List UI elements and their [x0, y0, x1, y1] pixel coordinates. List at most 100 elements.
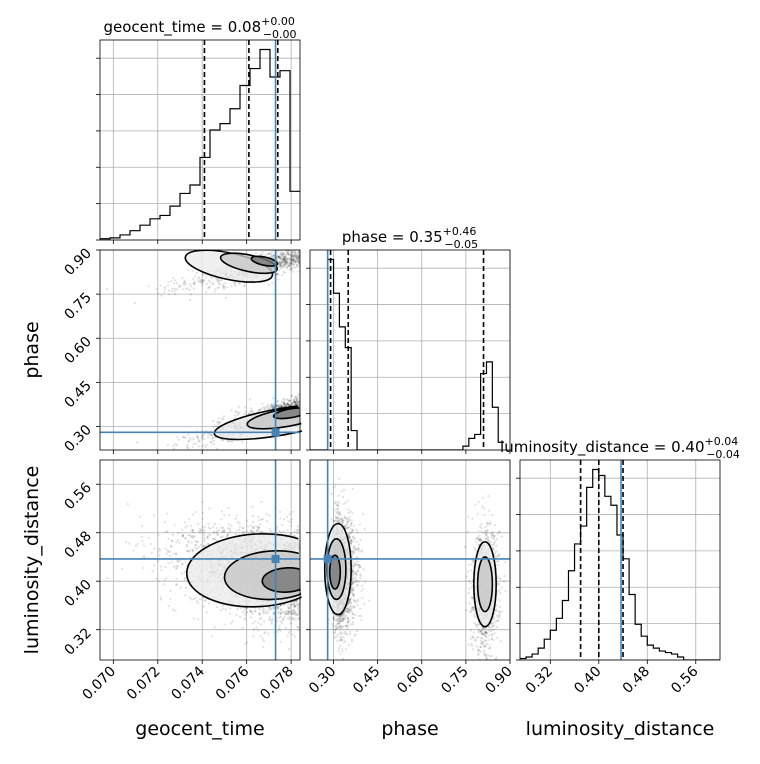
x-tick-label: 0.40 [571, 664, 604, 697]
sample-point [297, 252, 299, 254]
sample-point [160, 596, 162, 598]
sample-point [255, 626, 257, 628]
sample-point [214, 626, 216, 628]
sample-point [218, 422, 220, 424]
sample-point [291, 610, 293, 612]
sample-point [164, 547, 166, 549]
sample-point [259, 523, 261, 525]
sample-point [156, 578, 158, 580]
sample-point [165, 577, 167, 579]
sample-point [217, 287, 219, 289]
sample-point [193, 287, 195, 289]
sample-point [255, 252, 257, 254]
sample-point [172, 609, 174, 611]
sample-point [283, 258, 285, 260]
sample-point [242, 532, 244, 534]
sample-point [200, 530, 202, 532]
sample-point [231, 620, 233, 622]
sample-point [163, 291, 165, 293]
sample-point [181, 277, 183, 279]
sample-point [203, 530, 205, 532]
sample-point [153, 547, 155, 549]
sample-point [239, 526, 241, 528]
sample-point [246, 519, 248, 521]
sample-point [270, 530, 272, 532]
sample-point [187, 433, 189, 435]
sample-point [265, 254, 267, 256]
sample-point [158, 548, 160, 550]
sample-point [176, 436, 178, 438]
sample-point [157, 550, 159, 552]
sample-point [236, 608, 238, 610]
sample-point [175, 553, 177, 555]
sample-point [296, 245, 298, 247]
sample-point [194, 547, 196, 549]
sample-point [283, 530, 285, 532]
sample-point [228, 514, 230, 516]
sample-point [175, 577, 177, 579]
sample-point [236, 514, 238, 516]
sample-point [295, 246, 297, 248]
sample-point [234, 411, 236, 413]
sample-point [142, 567, 144, 569]
histogram-bars [310, 260, 504, 450]
sample-point [181, 529, 183, 531]
panel-title: luminosity_distance = 0.40+0.04−0.04 [500, 435, 740, 461]
sample-point [290, 604, 292, 606]
sample-point [194, 281, 196, 283]
sample-point [170, 280, 172, 282]
sample-point [294, 396, 296, 398]
sample-point [177, 565, 179, 567]
sample-point [281, 247, 283, 249]
sample-point [180, 285, 182, 287]
sample-point [178, 541, 180, 543]
sample-point [250, 407, 252, 409]
sample-point [194, 597, 196, 599]
sample-point [173, 447, 175, 449]
sample-point [259, 531, 261, 533]
title-text: geocent_time = 0.08 [103, 18, 261, 37]
sample-point [177, 539, 179, 541]
sample-point [281, 259, 283, 261]
sample-point [196, 541, 198, 543]
sample-point [187, 269, 189, 271]
sample-point [182, 288, 184, 290]
sample-point [158, 554, 160, 556]
sample-point [279, 511, 281, 513]
sample-point [153, 514, 155, 516]
sample-point [207, 436, 209, 438]
sample-point [273, 254, 275, 256]
sample-point [257, 622, 259, 624]
sample-point [253, 629, 255, 631]
sample-point [134, 302, 136, 304]
sample-point [259, 618, 261, 620]
sample-point [153, 564, 155, 566]
sample-point [179, 586, 181, 588]
sample-point [261, 531, 263, 533]
sample-point [240, 607, 242, 609]
sample-point [258, 409, 260, 411]
sample-point [298, 629, 300, 631]
sample-point [206, 611, 208, 613]
sample-point [215, 278, 217, 280]
sample-point [250, 616, 252, 618]
sample-point [170, 453, 172, 455]
sample-point [173, 282, 175, 284]
sample-point [266, 513, 268, 515]
sample-point [237, 414, 239, 416]
sample-point [228, 523, 230, 525]
sample-point [258, 608, 260, 610]
sample-point [157, 534, 159, 536]
sample-point [168, 605, 170, 607]
sample-point [148, 537, 150, 539]
sample-point [290, 259, 292, 261]
sample-point [160, 294, 162, 296]
sample-point [228, 613, 230, 615]
y-tick-label: 0.30 [61, 422, 94, 455]
sample-point [287, 404, 289, 406]
sample-point [213, 532, 215, 534]
sample-point [125, 541, 127, 543]
sample-point [284, 402, 286, 404]
